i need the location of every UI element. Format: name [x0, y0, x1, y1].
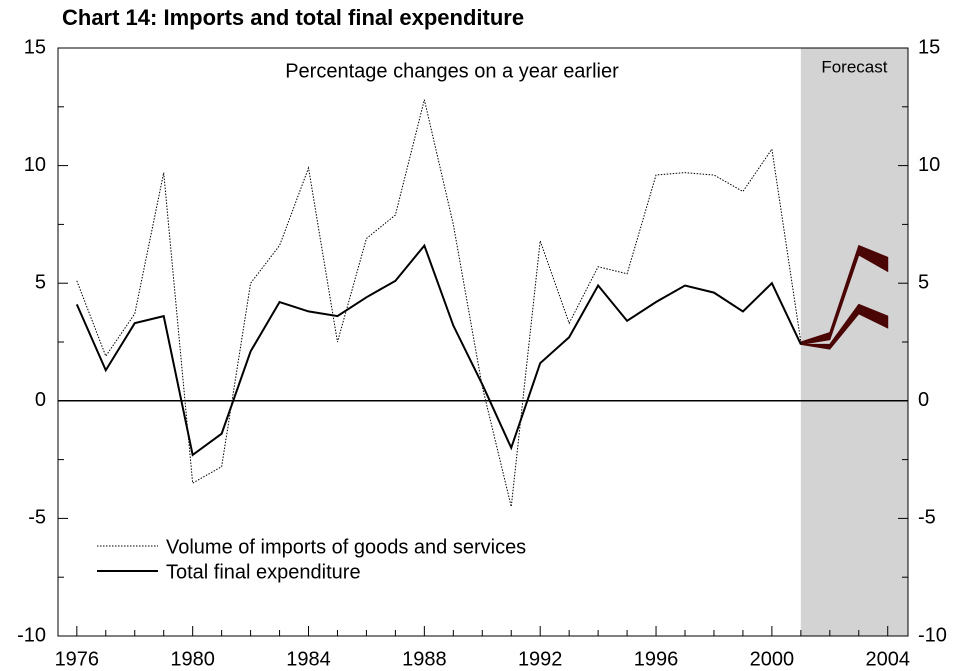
y2-tick-label: 5 — [918, 271, 929, 293]
y-tick-label: -10 — [17, 624, 46, 646]
x-tick-label: 1980 — [170, 648, 215, 670]
forecast-region — [800, 48, 908, 636]
y2-tick-label: 10 — [918, 154, 940, 176]
chart-title: Chart 14: Imports and total final expend… — [62, 5, 524, 30]
x-tick-label: 1996 — [634, 648, 679, 670]
y-tick-label: 0 — [35, 389, 46, 411]
x-tick-label: 1976 — [55, 648, 100, 670]
y2-tick-label: -10 — [918, 624, 947, 646]
y-tick-label: 15 — [24, 36, 46, 58]
series-line — [76, 99, 802, 507]
y2-tick-label: 0 — [918, 389, 929, 411]
x-tick-label: 1984 — [286, 648, 331, 670]
legend-label: Volume of imports of goods and services — [166, 536, 526, 558]
forecast-band — [800, 244, 889, 345]
series-line — [75, 243, 802, 457]
y-tick-label: -5 — [28, 507, 46, 529]
x-tick-label: 2004 — [865, 648, 910, 670]
forecast-band — [800, 303, 889, 350]
legend-label: Total final expenditure — [166, 561, 361, 583]
y-tick-label: 10 — [24, 154, 46, 176]
x-tick-label: 1992 — [518, 648, 563, 670]
x-tick-label: 1988 — [402, 648, 447, 670]
y2-tick-label: -5 — [918, 507, 936, 529]
y-tick-label: 5 — [35, 271, 46, 293]
forecast-label: Forecast — [821, 57, 887, 76]
x-tick-label: 2000 — [750, 648, 795, 670]
subtitle: Percentage changes on a year earlier — [285, 60, 619, 82]
y2-tick-label: 15 — [918, 36, 940, 58]
